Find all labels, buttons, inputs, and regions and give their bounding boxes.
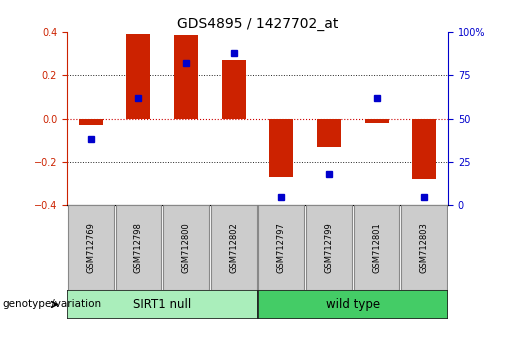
Bar	[306, 205, 352, 290]
Bar	[127, 34, 150, 119]
Text: GSM712803: GSM712803	[420, 222, 428, 273]
Text: GSM712800: GSM712800	[182, 222, 191, 273]
Text: GSM712802: GSM712802	[229, 222, 238, 273]
Bar	[79, 119, 102, 125]
Bar	[401, 205, 447, 290]
Bar	[211, 205, 256, 290]
Bar	[413, 119, 436, 179]
Text: GSM712798: GSM712798	[134, 222, 143, 273]
Text: wild type: wild type	[325, 298, 380, 311]
Bar	[365, 119, 388, 123]
Text: genotype/variation: genotype/variation	[3, 299, 101, 309]
Bar	[269, 119, 293, 177]
Bar	[67, 290, 258, 319]
Bar	[354, 205, 400, 290]
Text: GSM712799: GSM712799	[324, 222, 333, 273]
Text: SIRT1 null: SIRT1 null	[133, 298, 192, 311]
Bar	[259, 205, 304, 290]
Text: GSM712769: GSM712769	[87, 222, 95, 273]
Title: GDS4895 / 1427702_at: GDS4895 / 1427702_at	[177, 17, 338, 31]
Text: GSM712801: GSM712801	[372, 222, 381, 273]
Bar	[174, 35, 198, 119]
Bar	[68, 205, 114, 290]
Bar	[317, 119, 341, 147]
Text: GSM712797: GSM712797	[277, 222, 286, 273]
Bar	[163, 205, 209, 290]
Bar	[222, 60, 246, 119]
Bar	[115, 205, 161, 290]
Bar	[258, 290, 448, 319]
